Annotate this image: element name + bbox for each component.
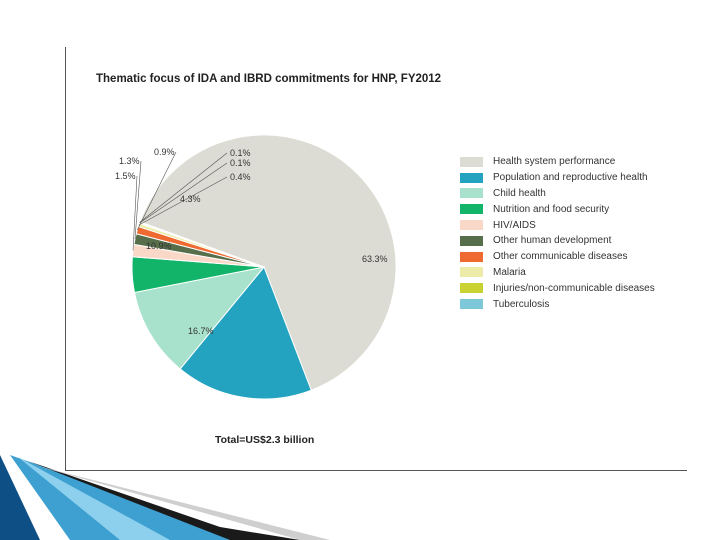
legend-item: Injuries/non-communicable diseases	[460, 280, 655, 296]
frame-left-rule	[65, 47, 66, 471]
legend-item: Other human development	[460, 233, 655, 249]
slice-label: 63.3%	[362, 254, 388, 264]
slice-label: 4.3%	[180, 194, 201, 204]
pie-slice	[179, 266, 312, 400]
legend-item: Health system performance	[460, 154, 655, 170]
legend-label: Other communicable diseases	[493, 251, 628, 263]
legend-swatch	[460, 172, 483, 183]
legend-swatch	[460, 299, 483, 310]
slice-label: 0.9%	[154, 147, 175, 157]
legend-item: Other communicable diseases	[460, 249, 655, 265]
legend-label: Nutrition and food security	[493, 203, 610, 215]
slice-label: 10.9%	[146, 241, 172, 251]
legend-item: Nutrition and food security	[460, 201, 655, 217]
slice-label: 0.4%	[230, 172, 251, 182]
legend-item: Malaria	[460, 265, 655, 281]
leader-line	[134, 160, 142, 240]
legend-label: Health system performance	[493, 156, 616, 168]
legend-swatch	[460, 204, 483, 215]
decor-grey-stroke	[34, 465, 330, 540]
legend-swatch	[460, 220, 483, 231]
decor-dark-band	[0, 455, 40, 540]
legend-label: Injuries/non-communicable diseases	[493, 282, 655, 294]
slice-label: 1.5%	[115, 171, 136, 181]
leader-line	[139, 152, 228, 223]
legend-swatch	[460, 251, 483, 262]
legend-label: Other human development	[493, 235, 612, 247]
slide-corner-decoration	[0, 455, 330, 540]
legend-label: Population and reproductive health	[493, 172, 648, 184]
chart-total-label: Total=US$2.3 billion	[215, 434, 315, 446]
slice-label: 1.3%	[119, 156, 140, 166]
frame-bottom-rule	[65, 470, 687, 471]
legend-item: Population and reproductive health	[460, 170, 655, 186]
legend-label: Child health	[493, 187, 546, 199]
pie-slice	[139, 134, 397, 391]
legend-swatch	[460, 235, 483, 246]
leader-line	[136, 151, 177, 231]
legend-item: Child health	[460, 186, 655, 202]
chart-title: Thematic focus of IDA and IBRD commitmen…	[96, 73, 442, 85]
legend-label: HIV/AIDS	[493, 219, 536, 231]
legend-swatch	[460, 267, 483, 278]
slice-label: 16.7%	[188, 326, 214, 336]
leader-line	[139, 162, 228, 224]
slice-label: 0.1%	[230, 158, 251, 168]
legend-label: Malaria	[493, 266, 526, 278]
legend-swatch	[460, 156, 483, 167]
slice-label: 0.1%	[230, 148, 251, 158]
chart-legend: Health system performance Population and…	[460, 154, 655, 312]
legend-label: Tuberculosis	[493, 298, 550, 310]
leader-line	[132, 175, 138, 251]
legend-swatch	[460, 188, 483, 199]
leader-line	[138, 176, 228, 226]
legend-item: HIV/AIDS	[460, 217, 655, 233]
decor-light-band	[18, 457, 170, 540]
pie-slice	[133, 266, 266, 370]
legend-item: Tuberculosis	[460, 296, 655, 312]
legend-swatch	[460, 283, 483, 294]
